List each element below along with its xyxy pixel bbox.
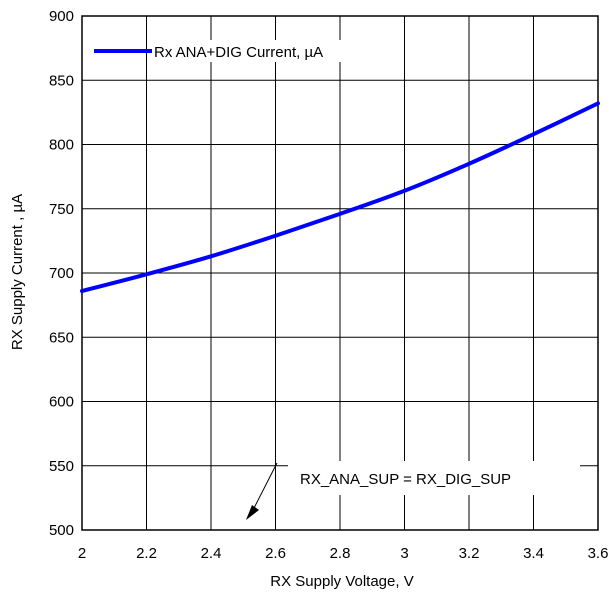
x-tick-label: 3.6	[588, 545, 609, 562]
series-line	[80, 101, 600, 293]
annotation-arrowhead	[246, 505, 259, 520]
x-tick-labels: 2 2.2 2.4 2.6 2.8 3 3.2 3.4 3.6	[78, 545, 609, 562]
annotation-box	[288, 461, 580, 495]
y-tick-label: 700	[49, 265, 74, 282]
x-tick-label: 2	[78, 545, 86, 562]
x-tick-label: 3.2	[459, 545, 480, 562]
series-layer	[80, 101, 600, 293]
x-tick-label: 2.6	[265, 545, 286, 562]
y-tick-label: 600	[49, 394, 74, 411]
legend: Rx ANA+DIG Current, µA	[94, 40, 390, 62]
y-axis-label: RX Supply Current , µA	[9, 194, 26, 350]
y-tick-labels: 500 550 600 650 700 750 800 850 900	[49, 8, 74, 539]
y-tick-label: 750	[49, 201, 74, 218]
x-tick-label: 2.2	[136, 545, 157, 562]
y-tick-label: 650	[49, 329, 74, 346]
annotation-arrow-line	[251, 462, 278, 513]
legend-label-bg	[152, 40, 390, 62]
annotation: RX_ANA_SUP = RX_DIG_SUP	[246, 461, 580, 520]
annotation-text: RX_ANA_SUP = RX_DIG_SUP	[300, 471, 511, 488]
y-tick-label: 900	[49, 8, 74, 25]
x-axis-label: RX Supply Voltage, V	[270, 573, 413, 590]
y-tick-label: 550	[49, 458, 74, 475]
x-tick-label: 2.4	[201, 545, 222, 562]
y-tick-label: 500	[49, 522, 74, 539]
x-tick-label: 2.8	[330, 545, 351, 562]
x-tick-label: 3.4	[523, 545, 544, 562]
y-tick-label: 850	[49, 72, 74, 89]
x-tick-label: 3	[400, 545, 408, 562]
plot-frame	[81, 15, 599, 531]
y-tick-label: 800	[49, 137, 74, 154]
legend-label: Rx ANA+DIG Current, µA	[154, 44, 323, 61]
